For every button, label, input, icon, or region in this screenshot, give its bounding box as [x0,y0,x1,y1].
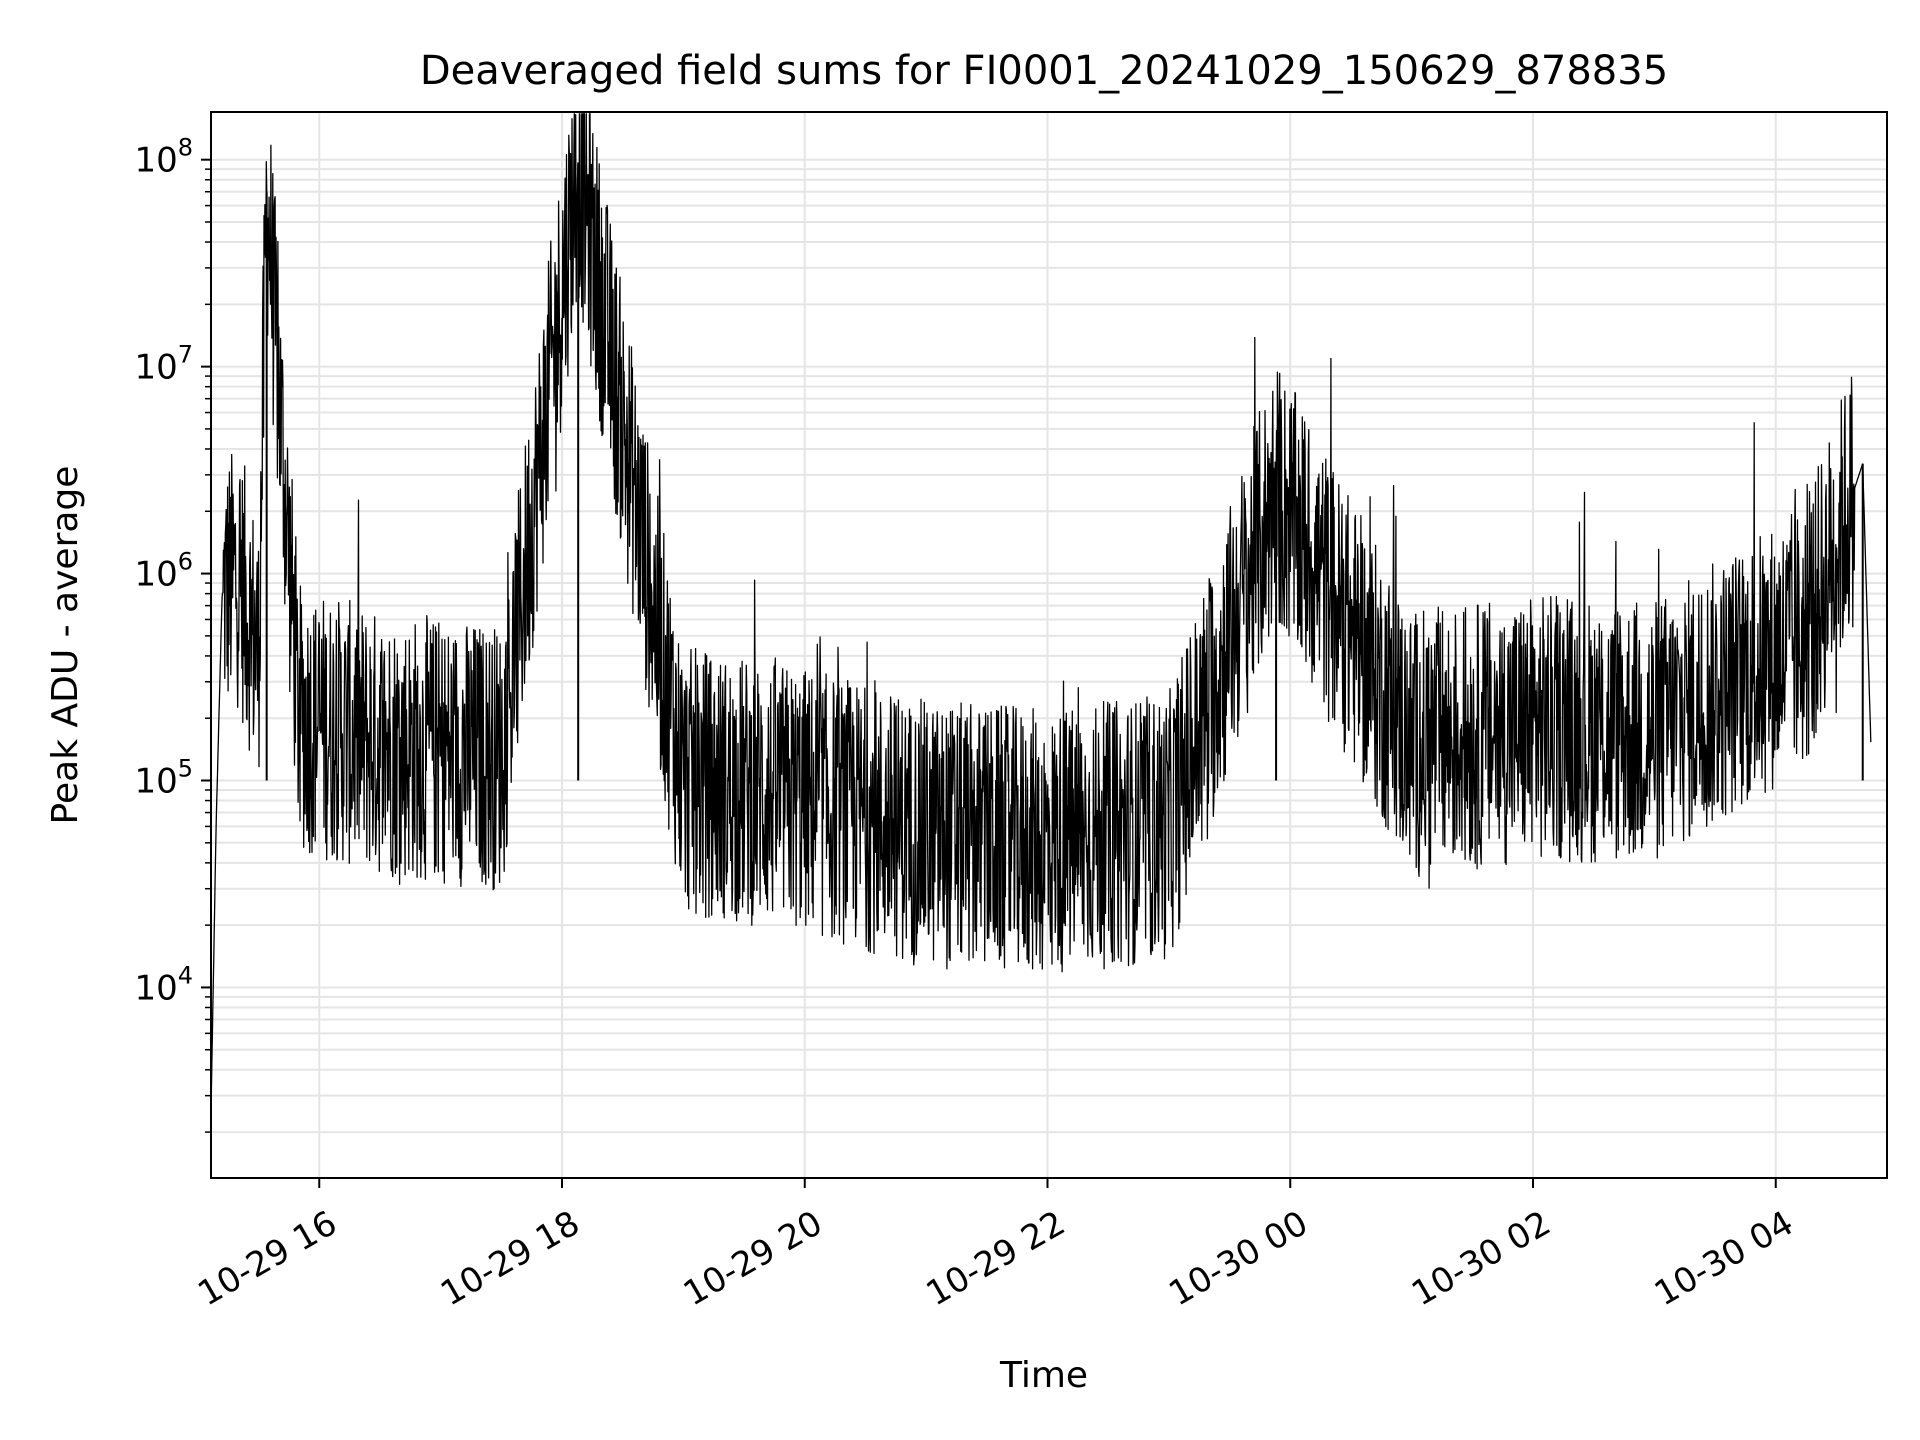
x-tick-label: 10-30 00 [1162,1203,1314,1314]
plot-area [210,113,1872,1113]
x-axis-ticks: 10-29 16 10-29 18 10-29 20 10-29 22 10-30 00… [191,1178,1800,1314]
y-axis-ticks: 104 105 106 107 108 [134,134,211,1133]
y-tick-label: 104 [134,961,193,1008]
x-tick-label: 10-29 22 [920,1203,1072,1314]
x-tick-label: 10-29 18 [434,1203,586,1314]
data-series-line [210,113,1872,1113]
x-axis-label: Time [999,1355,1088,1396]
y-tick-label: 108 [134,134,193,181]
y-tick-label: 105 [134,755,193,802]
x-tick-label: 10-30 02 [1405,1203,1557,1314]
x-tick-label: 10-29 16 [191,1203,343,1314]
y-tick-label: 107 [134,341,193,388]
y-tick-label: 106 [134,548,193,595]
x-tick-label: 10-29 20 [677,1203,829,1314]
x-tick-label: 10-30 04 [1648,1203,1800,1314]
y-axis-label: Peak ADU - average [45,466,86,825]
plot-frame [210,111,1888,1179]
chart-title: Deaveraged field sums for FI0001_2024102… [420,48,1668,94]
